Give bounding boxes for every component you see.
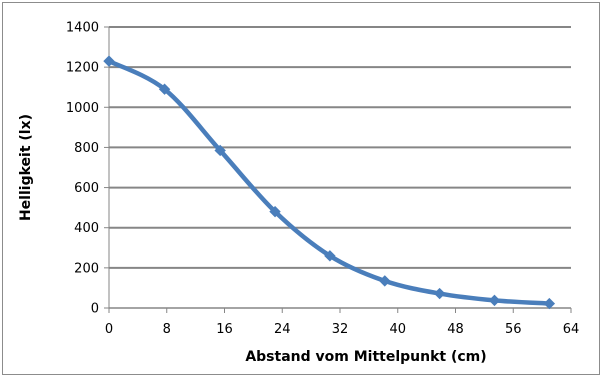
chart-frame: 0 200 400 600 800 1000 1200 1400 0 8 16 24 32 40 48 56… <box>2 2 600 375</box>
data-point-8 <box>543 297 556 310</box>
data-point-5 <box>379 275 391 287</box>
y-tick-label-0: 0 <box>91 302 99 317</box>
y-tick-labels: 0 200 400 600 800 1000 1200 1400 <box>66 21 99 317</box>
x-tick-label-5: 40 <box>389 322 406 337</box>
y-tick-label-2: 400 <box>74 221 99 236</box>
gridlines <box>109 26 571 269</box>
axes <box>104 26 572 313</box>
x-tick-label-2: 16 <box>216 322 233 337</box>
data-point-6 <box>433 287 446 300</box>
line-chart: 0 200 400 600 800 1000 1200 1400 0 8 16 24 32 40 48 56… <box>18 21 579 366</box>
x-tick-label-8: 64 <box>563 322 580 337</box>
y-tick-label-5: 1000 <box>66 101 99 116</box>
y-tick-label-7: 1400 <box>66 21 99 36</box>
y-tick-label-6: 1200 <box>66 61 99 76</box>
x-axis-title: Abstand vom Mittelpunkt (cm) <box>245 349 486 365</box>
data-point-7 <box>488 294 501 307</box>
x-tick-labels: 0 8 16 24 32 40 48 56 64 <box>105 322 579 337</box>
x-tick-label-1: 8 <box>163 322 171 337</box>
data-point-2 <box>214 144 226 157</box>
y-axis-title: Helligkeit (lx) <box>18 114 34 221</box>
x-tick-label-0: 0 <box>105 322 113 337</box>
y-tick-label-4: 800 <box>74 141 99 156</box>
series-line-0 <box>106 58 552 306</box>
y-tick-label-1: 200 <box>74 261 99 276</box>
series <box>103 55 556 310</box>
x-tick-label-7: 56 <box>505 322 522 337</box>
y-tick-label-3: 600 <box>74 181 99 196</box>
x-tick-label-3: 24 <box>274 322 291 337</box>
x-tick-label-4: 32 <box>332 322 349 337</box>
data-point-3 <box>269 205 281 218</box>
data-point-1 <box>158 83 171 95</box>
data-point-0 <box>103 55 115 67</box>
x-tick-label-6: 48 <box>447 322 464 337</box>
data-point-4 <box>324 250 336 262</box>
